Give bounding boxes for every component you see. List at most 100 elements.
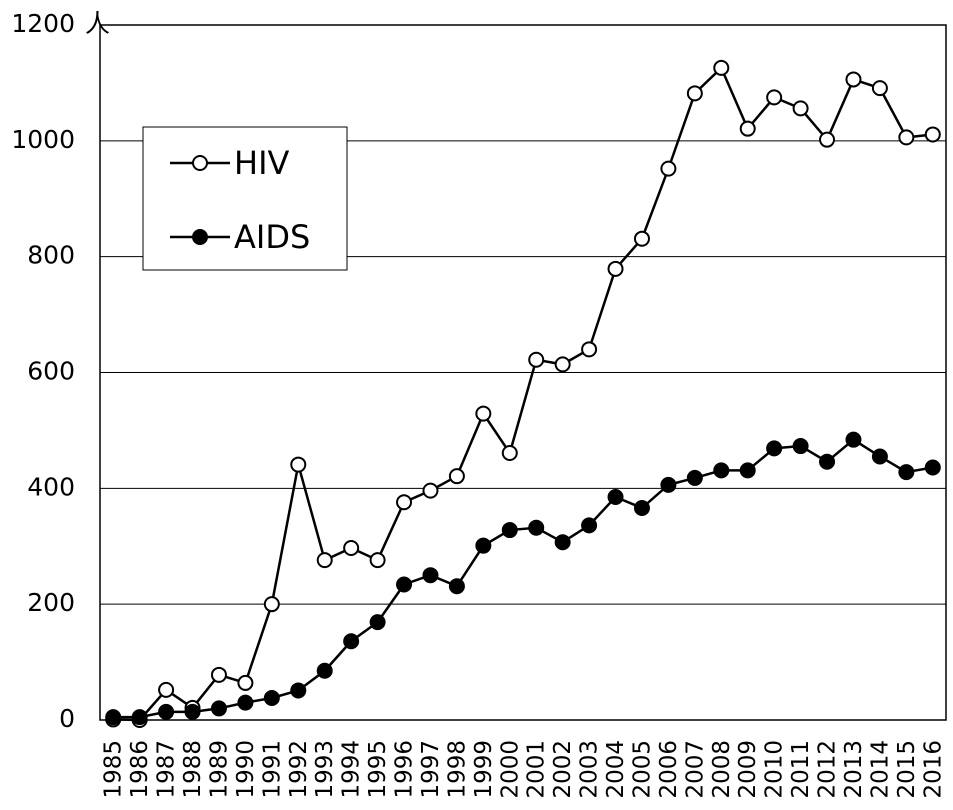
x-tick-label: 2001 — [524, 740, 550, 799]
legend-box — [142, 126, 348, 271]
point — [633, 230, 650, 247]
point — [210, 666, 227, 683]
point — [898, 464, 915, 481]
x-tick-label: 1993 — [312, 740, 338, 799]
y-unit: 人 — [85, 9, 110, 38]
point — [422, 567, 439, 584]
point — [739, 462, 756, 479]
point — [581, 517, 598, 534]
point — [713, 59, 730, 76]
point — [554, 534, 571, 551]
x-tick-label: 2002 — [550, 740, 576, 799]
point — [713, 462, 730, 479]
point — [396, 576, 413, 593]
x-tick-label: 2009 — [735, 740, 761, 799]
x-tick-label: 2015 — [894, 740, 920, 799]
x-tick-label: 1998 — [444, 740, 470, 799]
y-tick-label: 200 — [27, 588, 75, 617]
point — [263, 689, 280, 706]
point — [739, 120, 756, 137]
point — [607, 260, 624, 277]
x-tick-label: 2007 — [682, 740, 708, 799]
x-tick-label: 2003 — [577, 740, 603, 799]
x-tick-label: 2016 — [920, 740, 946, 799]
point — [792, 438, 809, 455]
x-tick-label: 1995 — [365, 740, 391, 799]
point — [501, 522, 518, 539]
point — [184, 703, 201, 720]
point — [105, 709, 122, 726]
series-line — [113, 438, 933, 719]
point — [845, 71, 862, 88]
x-tick-label: 1992 — [286, 740, 312, 799]
point — [633, 500, 650, 517]
point — [475, 537, 492, 554]
point — [237, 694, 254, 711]
plot-frame — [99, 24, 947, 721]
point — [528, 519, 545, 536]
x-tick-label: 2012 — [815, 740, 841, 799]
x-tick-label: 1988 — [180, 740, 206, 799]
point — [343, 539, 360, 556]
x-tick-label: 2008 — [709, 740, 735, 799]
point — [369, 552, 386, 569]
point — [501, 445, 518, 462]
point — [131, 709, 148, 726]
x-tick-label: 2013 — [841, 740, 867, 799]
point — [766, 440, 783, 457]
x-tick-label: 1989 — [206, 740, 232, 799]
x-tick-label: 1990 — [233, 740, 259, 799]
y-tick-label: 800 — [27, 241, 75, 270]
x-tick-label: 2004 — [603, 740, 629, 799]
point — [792, 100, 809, 117]
point — [210, 700, 227, 717]
x-tick-label: 1996 — [392, 740, 418, 799]
point — [448, 468, 465, 485]
point — [343, 633, 360, 650]
x-tick-label: 2005 — [629, 740, 655, 799]
point — [290, 456, 307, 473]
x-tick-label: 1991 — [259, 740, 285, 799]
y-tick-label: 1200 — [11, 9, 75, 38]
x-tick-label: 2014 — [867, 740, 893, 799]
x-tick-label: 1986 — [127, 740, 153, 799]
y-tick-label: 1000 — [11, 125, 75, 154]
y-tick-label: 600 — [27, 357, 75, 386]
x-tick-label: 1994 — [339, 740, 365, 799]
point — [316, 662, 333, 679]
point — [871, 80, 888, 97]
point — [158, 681, 175, 698]
x-tick-label: 1999 — [471, 740, 497, 799]
x-tick-label: 1997 — [418, 740, 444, 799]
point — [290, 682, 307, 699]
point — [898, 129, 915, 146]
legend-marker — [192, 155, 208, 171]
x-tick-label: 1985 — [101, 740, 127, 799]
point — [686, 85, 703, 102]
point — [819, 453, 836, 470]
x-tick-label: 1987 — [154, 740, 180, 799]
point — [924, 459, 941, 476]
legend-label: AIDS — [234, 218, 310, 256]
point — [422, 482, 439, 499]
point — [607, 489, 624, 506]
point — [448, 578, 465, 595]
point — [660, 476, 677, 493]
point — [924, 126, 941, 143]
point — [369, 614, 386, 631]
point — [845, 431, 862, 448]
point — [871, 448, 888, 465]
legend-marker — [192, 229, 208, 245]
point — [475, 405, 492, 422]
x-tick-label: 2006 — [656, 740, 682, 799]
point — [819, 131, 836, 148]
point — [581, 341, 598, 358]
point — [396, 494, 413, 511]
point — [766, 89, 783, 106]
point — [528, 351, 545, 368]
point — [686, 469, 703, 486]
legend-label: HIV — [234, 144, 290, 182]
x-tick-label: 2010 — [762, 740, 788, 799]
point — [316, 552, 333, 569]
